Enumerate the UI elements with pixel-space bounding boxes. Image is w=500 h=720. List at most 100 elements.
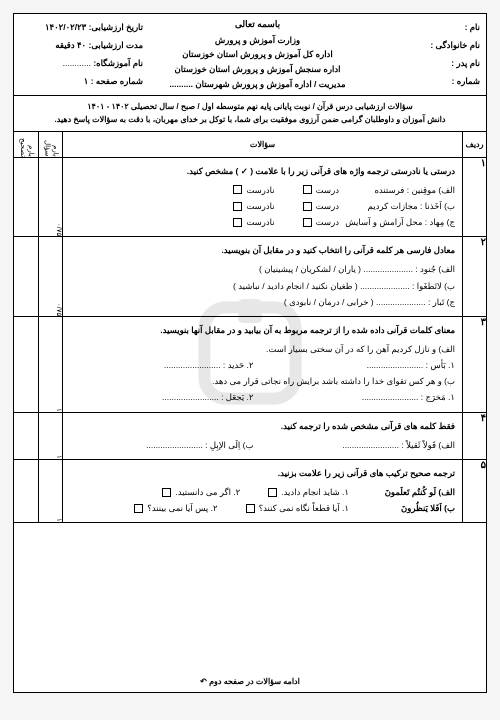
mc-line: الف) لَو کُنتُم تَعلَمونَ ۱. شاید انجام …: [70, 484, 455, 500]
label-number: شماره :: [372, 76, 480, 87]
question-title: ترجمه صحیح ترکیب های قرآنی زیر را علامت …: [70, 465, 455, 481]
choice-true: درست: [316, 198, 339, 214]
page-footer: ادامه سؤالات در صفحه دوم ↶: [14, 677, 486, 686]
question-body: معادل فارسی هر کلمه قرآنی را انتخاب کنید…: [62, 237, 462, 316]
answer-pair: ۱. مَخرَج : ........................ ۲. …: [70, 389, 455, 405]
blank: ۱. بَأس : ........................: [272, 357, 456, 373]
fill-line: الف) جُنود : ..................... ( یار…: [70, 261, 455, 277]
col-header-score: بارم سؤال: [38, 132, 62, 157]
question-body: درستی یا نادرستی ترجمه واژه های قرآنی زی…: [62, 158, 462, 237]
blank: ۲. یَجعَل : ........................: [70, 389, 254, 405]
question-correction: [14, 413, 38, 459]
mc-line: ب) اَفَلا یَنظُرونَ ۱. آیا قطعاً نگاه نم…: [70, 500, 455, 516]
label-name: نام :: [372, 22, 480, 33]
tf-option: ج) مِهاد : محل آرامش و آسایش درست نادرست: [70, 214, 455, 230]
question-score: ۱: [38, 317, 62, 412]
blank: ۱. مَخرَج : ........................: [272, 389, 456, 405]
dept: اداره کل آموزش و پرورش استان خوزستان: [155, 48, 360, 61]
label-father: نام پدر :: [372, 58, 480, 69]
mc-choice: ۱. آیا قطعاً نگاه نمی کنند؟: [259, 500, 349, 516]
option-label: ج) مِهاد : محل آرامش و آسایش: [345, 214, 455, 230]
question-title: معادل فارسی هر کلمه قرآنی را انتخاب کنید…: [70, 242, 455, 258]
checkbox[interactable]: [162, 488, 171, 497]
exam-duration: مدت ارزشیابی: ۴۰ دقیقه: [20, 40, 143, 51]
assess: اداره سنجش آموزش و پرورش استان خوزستان: [155, 63, 360, 76]
mc-choice: ۲. پس آیا نمی بینند؟: [147, 500, 217, 516]
choice-false: نادرست: [246, 198, 274, 214]
blank: ب) اِلَی الإبِلِ : .....................…: [70, 437, 254, 453]
question-correction: [14, 237, 38, 316]
header: نام : نام خانوادگی : نام پدر : شماره : ب…: [14, 14, 486, 96]
stem-line: الف) و نازل کردیم آهن را که در آن سختی ب…: [70, 341, 455, 357]
exam-date: تاریخ ارزشیابی: ۱۴۰۲/۰۲/۲۳: [20, 22, 143, 33]
mc-choice: ۱. شاید انجام دادید.: [281, 484, 349, 500]
question-score: ۰/۷۵: [38, 158, 62, 237]
col-header-correction: بارم تصحیح: [14, 132, 38, 157]
question-row: ۱ درستی یا نادرستی ترجمه واژه های قرآنی …: [14, 158, 486, 238]
question-correction: [14, 158, 38, 237]
fill-line: ج) تَبار : ..................... ( خرابی…: [70, 294, 455, 310]
question-body: معنای کلمات قرآنی داده شده را از ترجمه م…: [62, 317, 462, 412]
mc-choice: ۲. اگر می دانستید.: [175, 484, 240, 500]
ministry: وزارت آموزش و پرورش: [155, 34, 360, 47]
option-label: الف) موقِنین : فرستنده: [345, 182, 455, 198]
question-title: فقط کلمه های قرآنی مشخص شده را ترجمه کنی…: [70, 418, 455, 434]
header-exam-info: تاریخ ارزشیابی: ۱۴۰۲/۰۲/۲۳ مدت ارزشیابی:…: [14, 14, 149, 95]
choice-true: درست: [316, 182, 339, 198]
question-number: ۱: [462, 158, 486, 237]
fill-line: ب) لاتَطغَوا : ..................... ( ط…: [70, 278, 455, 294]
header-org: باسمه تعالی وزارت آموزش و پرورش اداره کل…: [149, 14, 366, 95]
exam-title: سؤالات ارزشیابی درس قرآن / نوبت پایانی پ…: [14, 96, 486, 132]
question-number: ۴: [462, 413, 486, 459]
question-score: ۰/۷۵: [38, 237, 62, 316]
checkbox[interactable]: [233, 202, 242, 211]
stem-line: ب) و هر کس تقوای خدا را داشته باشد برایش…: [70, 373, 455, 389]
checkbox[interactable]: [303, 218, 312, 227]
question-score: ۱: [38, 460, 62, 522]
checkbox[interactable]: [134, 504, 143, 513]
header-student-info: نام : نام خانوادگی : نام پدر : شماره :: [366, 14, 486, 95]
checkbox[interactable]: [233, 218, 242, 227]
label-family: نام خانوادگی :: [372, 40, 480, 51]
question-title: معنای کلمات قرآنی داده شده را از ترجمه م…: [70, 322, 455, 338]
question-title: درستی یا نادرستی ترجمه واژه های قرآنی زی…: [70, 163, 455, 179]
tf-option: ب) اَخَذنا : مجازات کردیم درست نادرست: [70, 198, 455, 214]
mgmt: مدیریت / اداره آموزش و پرورش شهرستان ...…: [155, 78, 360, 91]
col-header-num: ردیف: [462, 132, 486, 157]
answer-pair: الف) قَولاً ثَقیلاً : ..................…: [70, 437, 455, 453]
question-body: ترجمه صحیح ترکیب های قرآنی زیر را علامت …: [62, 460, 462, 522]
bismillah: باسمه تعالی: [155, 18, 360, 32]
blank: الف) قَولاً ثَقیلاً : ..................…: [272, 437, 456, 453]
question-correction: [14, 317, 38, 412]
school-name: نام آموزشگاه:: [20, 58, 143, 69]
checkbox[interactable]: [233, 185, 242, 194]
blank: ۲. حَدید : ........................: [70, 357, 254, 373]
answer-pair: ۱. بَأس : ........................ ۲. حَ…: [70, 357, 455, 373]
choice-false: نادرست: [246, 182, 274, 198]
page-number: شماره صفحه : ۱: [20, 76, 143, 87]
question-number: ۲: [462, 237, 486, 316]
col-header-question: سؤالات: [62, 132, 462, 157]
question-correction: [14, 460, 38, 522]
tf-option: الف) موقِنین : فرستنده درست نادرست: [70, 182, 455, 198]
checkbox[interactable]: [303, 202, 312, 211]
checkbox[interactable]: [303, 185, 312, 194]
mc-stem: الف) لَو کُنتُم تَعلَمونَ: [355, 484, 455, 500]
question-row: ۳ معنای کلمات قرآنی داده شده را از ترجمه…: [14, 317, 486, 413]
question-number: ۳: [462, 317, 486, 412]
question-number: ۵: [462, 460, 486, 522]
question-row: ۲ معادل فارسی هر کلمه قرآنی را انتخاب کن…: [14, 237, 486, 317]
exam-title-line1: سؤالات ارزشیابی درس قرآن / نوبت پایانی پ…: [20, 100, 480, 114]
exam-title-line2: دانش آموزان و داوطلبان گرامی ضمن آرزوی م…: [20, 113, 480, 127]
question-score: ۱: [38, 413, 62, 459]
checkbox[interactable]: [246, 504, 255, 513]
checkbox[interactable]: [268, 488, 277, 497]
exam-page: نام : نام خانوادگی : نام پدر : شماره : ب…: [13, 13, 487, 693]
question-body: فقط کلمه های قرآنی مشخص شده را ترجمه کنی…: [62, 413, 462, 459]
choice-true: درست: [316, 214, 339, 230]
question-row: ۴ فقط کلمه های قرآنی مشخص شده را ترجمه ک…: [14, 413, 486, 460]
question-row: ۵ ترجمه صحیح ترکیب های قرآنی زیر را علام…: [14, 460, 486, 523]
table-header: ردیف سؤالات بارم سؤال بارم تصحیح: [14, 132, 486, 158]
option-label: ب) اَخَذنا : مجازات کردیم: [345, 198, 455, 214]
mc-stem: ب) اَفَلا یَنظُرونَ: [355, 500, 455, 516]
